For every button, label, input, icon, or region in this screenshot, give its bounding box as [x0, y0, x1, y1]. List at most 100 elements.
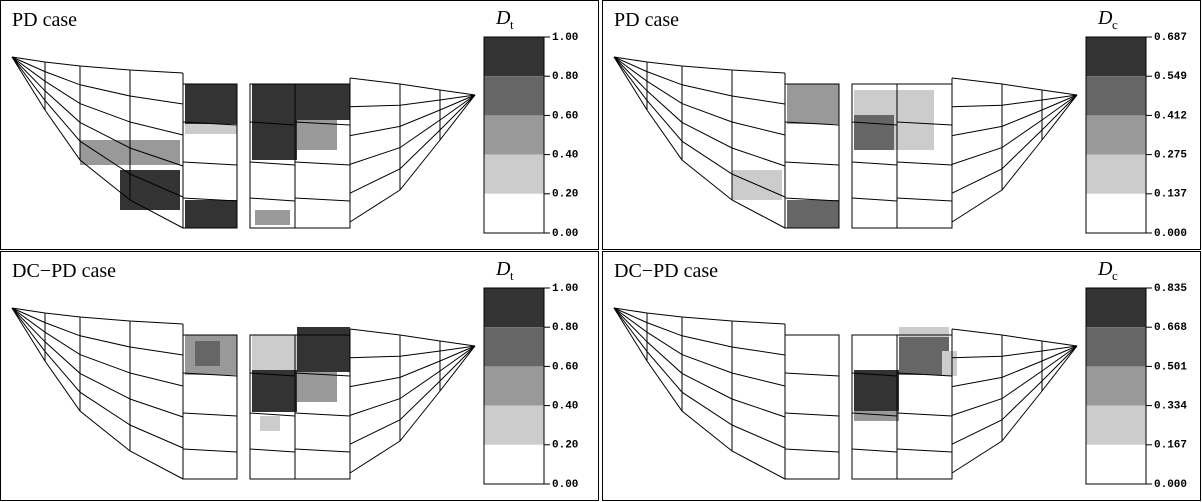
- mesh-line: [784, 372, 840, 377]
- contour-patch: [185, 124, 237, 134]
- mesh-line: [951, 94, 1078, 223]
- legend-band: [1086, 444, 1146, 484]
- mesh-line: [349, 94, 476, 108]
- mesh-cell: [182, 334, 238, 480]
- mesh-line: [349, 77, 476, 96]
- mesh-line: [349, 94, 476, 194]
- legend-band: [1086, 193, 1146, 233]
- legend-band: [484, 37, 544, 77]
- mesh-line: [349, 345, 476, 416]
- legend-subscript: c: [1112, 17, 1118, 32]
- mesh-line: [182, 121, 238, 126]
- legend-symbol: D: [495, 258, 511, 280]
- legend-band: [1086, 115, 1146, 155]
- mesh-line: [951, 345, 1078, 388]
- legend-tick-label: 0.687: [1154, 32, 1187, 44]
- mesh-line: [182, 448, 238, 453]
- mesh-line: [851, 197, 898, 202]
- legend-band: [484, 366, 544, 406]
- mesh-line: [349, 345, 476, 445]
- mesh-line: [182, 161, 238, 166]
- mesh-line: [951, 345, 1078, 445]
- legend-tick-label: 0.80: [552, 71, 578, 83]
- mesh-line: [951, 94, 1078, 194]
- panel-title: DC−PD case: [614, 260, 718, 282]
- contour-patch: [854, 115, 894, 150]
- contour-patch: [942, 351, 957, 376]
- mesh-line: [349, 94, 476, 137]
- legend-tick-label: 1.00: [552, 283, 578, 295]
- legend-symbol: D: [1097, 258, 1113, 280]
- contour-patch: [185, 200, 237, 228]
- legend-band: [1086, 76, 1146, 116]
- mesh-line: [896, 121, 953, 126]
- contour-patch: [787, 200, 839, 228]
- contour-patch: [854, 411, 899, 421]
- mesh-line: [896, 412, 953, 417]
- mesh-line: [951, 94, 1078, 137]
- mesh-line: [349, 94, 476, 223]
- contour-patch: [899, 335, 949, 375]
- legend-band: [484, 288, 544, 328]
- mesh-cell: [784, 83, 840, 229]
- mesh-line: [249, 121, 296, 126]
- contour-patch: [297, 120, 337, 150]
- mesh-line: [851, 161, 898, 166]
- legend-band: [484, 327, 544, 367]
- mesh-cell: [784, 334, 840, 480]
- mesh-line: [249, 197, 296, 202]
- legend-band: [1086, 405, 1146, 445]
- contour-patch: [252, 84, 350, 120]
- legend-tick-label: 0.60: [552, 361, 578, 373]
- contour-patch: [297, 327, 350, 372]
- legend-subscript: t: [510, 268, 514, 283]
- legend-band: [484, 193, 544, 233]
- legend-tick-label: 0.20: [552, 189, 578, 201]
- contour-patch: [252, 335, 297, 370]
- legend-tick-label: 0.167: [1154, 440, 1187, 452]
- mesh-line: [349, 94, 476, 165]
- contour-patch: [899, 327, 949, 337]
- legend-tick-label: 0.549: [1154, 71, 1187, 83]
- mesh-line: [951, 328, 1078, 347]
- contour-patch: [787, 84, 839, 124]
- mesh-line: [249, 161, 296, 166]
- mesh-line: [896, 161, 953, 166]
- mesh-line: [182, 412, 238, 417]
- legend-subscript: t: [510, 17, 514, 32]
- contour-patch: [854, 370, 899, 412]
- contour-patch: [854, 90, 894, 115]
- legend-tick-label: 0.334: [1154, 401, 1187, 413]
- legend-tick-label: 0.00: [552, 479, 578, 491]
- legend-tick-label: 0.668: [1154, 322, 1187, 334]
- legend-tick-label: 0.00: [552, 228, 578, 240]
- legend-tick-label: 0.20: [552, 440, 578, 452]
- panel-title: PD case: [12, 9, 77, 31]
- panel-title: DC−PD case: [12, 260, 116, 282]
- mesh-line: [951, 345, 1078, 474]
- mesh-line: [951, 345, 1078, 359]
- legend-tick-label: 0.000: [1154, 228, 1187, 240]
- legend-band: [1086, 327, 1146, 367]
- legend-tick-label: 0.275: [1154, 150, 1187, 162]
- contour-patch: [260, 416, 280, 431]
- mesh-line: [294, 412, 351, 417]
- contour-patch: [255, 210, 290, 225]
- mesh-line: [851, 448, 898, 453]
- legend-band: [484, 154, 544, 194]
- legend-symbol: D: [495, 7, 511, 29]
- contour-patch: [120, 170, 180, 210]
- mesh-line: [294, 121, 351, 126]
- legend-tick-label: 1.00: [552, 32, 578, 44]
- mesh-line: [896, 448, 953, 453]
- contour-patch: [894, 90, 934, 150]
- mesh-line: [349, 328, 476, 347]
- mesh-cell: [182, 83, 238, 229]
- mesh-line: [851, 121, 898, 126]
- legend-subscript: c: [1112, 268, 1118, 283]
- legend-band: [1086, 366, 1146, 406]
